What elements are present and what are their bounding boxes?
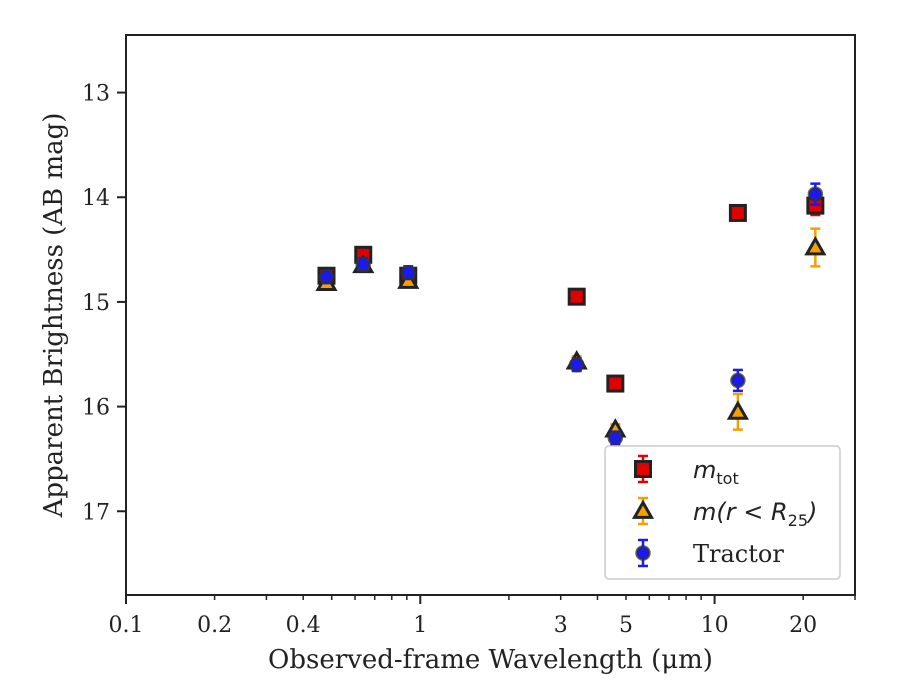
legend-label-main: m(r < R bbox=[693, 498, 788, 526]
data-point-circle bbox=[607, 430, 624, 446]
data-point-triangle bbox=[726, 400, 749, 420]
legend: mtot m(r < R25) Tractor bbox=[604, 445, 841, 580]
x-axis: 0.1 0.2 0.4 1 3 5 10 20 bbox=[109, 595, 856, 638]
x-tick-label: 3 bbox=[554, 613, 568, 638]
y-tick-label: 16 bbox=[82, 396, 110, 421]
data-point-circle bbox=[318, 269, 335, 285]
legend-marker-circle bbox=[635, 545, 651, 561]
x-tick-label: 0.1 bbox=[109, 613, 144, 638]
series-1 bbox=[315, 227, 827, 438]
legend-label-sub: tot bbox=[716, 469, 738, 488]
legend-label-main: m bbox=[693, 456, 716, 484]
x-tick-label: 5 bbox=[619, 613, 633, 638]
legend-label-tail: ) bbox=[806, 498, 817, 526]
legend-marker-square bbox=[634, 460, 652, 478]
data-point-circle bbox=[807, 186, 824, 202]
y-axis-label: Apparent Brightness (AB mag) bbox=[39, 113, 69, 519]
y-tick-label: 17 bbox=[82, 500, 110, 525]
y-axis: 13 14 15 16 17 bbox=[82, 82, 126, 525]
legend-label-sub: 25 bbox=[788, 511, 808, 530]
data-point-circle bbox=[355, 256, 372, 272]
data-point-circle bbox=[730, 372, 746, 389]
legend-box bbox=[604, 445, 841, 580]
x-tick-label: 0.4 bbox=[286, 613, 321, 638]
data-point-square bbox=[606, 374, 625, 393]
plot-area bbox=[315, 182, 827, 446]
y-tick-label: 14 bbox=[82, 186, 110, 211]
data-point-circle bbox=[400, 264, 416, 281]
x-tick-label: 20 bbox=[789, 613, 817, 638]
x-axis-label: Observed-frame Wavelength (μm) bbox=[268, 645, 713, 675]
x-tick-label: 0.2 bbox=[197, 613, 232, 638]
data-point-square bbox=[728, 203, 747, 222]
plot-frame bbox=[125, 34, 856, 596]
data-point-circle bbox=[568, 356, 585, 373]
data-point-triangle bbox=[804, 235, 827, 256]
x-tick-label: 10 bbox=[701, 613, 729, 638]
legend-label: Tractor bbox=[693, 540, 784, 568]
data-point-square bbox=[567, 287, 586, 306]
y-tick-label: 15 bbox=[82, 291, 110, 316]
y-tick-label: 13 bbox=[82, 82, 110, 107]
series-2 bbox=[318, 182, 824, 446]
legend-label: m(r < R25) bbox=[693, 498, 817, 530]
legend-label: mtot bbox=[693, 456, 739, 488]
legend-marker-triangle bbox=[631, 499, 655, 519]
x-tick-label: 1 bbox=[413, 613, 427, 638]
